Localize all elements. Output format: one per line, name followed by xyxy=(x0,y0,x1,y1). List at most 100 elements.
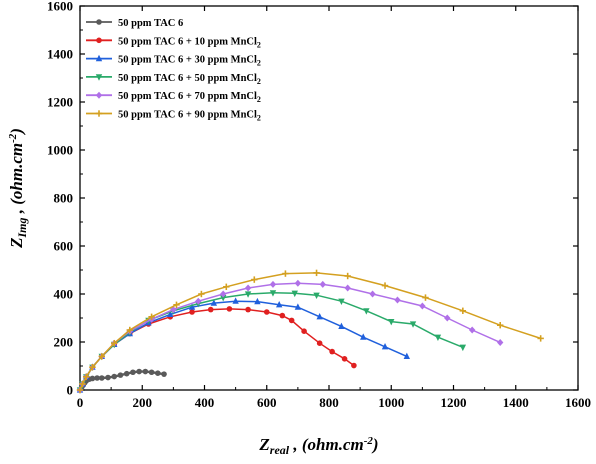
x-tick-label: 400 xyxy=(195,395,215,410)
data-point xyxy=(316,340,323,347)
data-point xyxy=(207,306,214,313)
data-point xyxy=(79,380,86,388)
data-point xyxy=(167,310,174,317)
data-point xyxy=(98,375,105,381)
legend-item-4: 50 ppm TAC 6 + 70 ppm MnCl2 xyxy=(86,91,261,104)
data-point xyxy=(276,301,283,308)
legend-swatch-marker xyxy=(95,110,103,117)
data-point xyxy=(537,335,544,342)
data-point xyxy=(381,343,389,350)
x-tick-label: 200 xyxy=(133,395,153,410)
y-axis-title: ZImg , (ohm.cm-2) xyxy=(7,128,29,249)
data-point xyxy=(148,313,155,320)
data-point xyxy=(459,307,467,314)
data-point xyxy=(422,294,429,301)
data-point xyxy=(94,375,100,381)
data-point xyxy=(76,386,84,394)
data-point xyxy=(344,272,351,280)
data-point xyxy=(279,312,286,319)
data-point xyxy=(282,270,289,277)
data-point xyxy=(338,322,345,329)
data-point xyxy=(161,371,167,377)
y-tick-label: 1400 xyxy=(47,47,73,62)
data-point xyxy=(301,328,307,335)
data-point xyxy=(294,279,302,287)
y-tick-label: 600 xyxy=(54,239,74,254)
legend-swatch-marker xyxy=(96,37,102,44)
data-point xyxy=(111,373,118,380)
data-point xyxy=(459,344,467,352)
x-tick-label: 1600 xyxy=(565,395,591,410)
data-point xyxy=(269,280,277,288)
data-point xyxy=(111,340,118,347)
x-axis-title: Zreal , (ohm.cm-2) xyxy=(258,435,378,457)
y-tick-label: 200 xyxy=(54,335,74,350)
data-point xyxy=(98,353,105,360)
data-point xyxy=(195,297,202,305)
series-5 xyxy=(76,269,544,394)
data-point xyxy=(126,326,133,334)
data-point xyxy=(313,292,320,299)
data-point xyxy=(388,319,395,326)
data-point xyxy=(245,306,251,313)
data-point xyxy=(468,326,476,334)
x-tick-label: 0 xyxy=(77,395,84,410)
data-point xyxy=(288,317,295,324)
x-tick-label: 800 xyxy=(319,395,339,410)
data-point xyxy=(360,333,367,340)
data-point xyxy=(219,290,227,298)
data-point xyxy=(496,338,504,346)
legend-item-3: 50 ppm TAC 6 + 50 ppm MnCl2 xyxy=(86,73,261,86)
y-tick-label: 400 xyxy=(54,287,74,302)
data-point xyxy=(291,290,298,298)
x-tick-label: 1200 xyxy=(441,395,467,410)
data-point xyxy=(338,298,345,305)
data-point xyxy=(316,313,323,320)
data-point xyxy=(105,374,111,381)
data-point xyxy=(210,299,218,306)
data-point xyxy=(244,291,252,298)
data-point xyxy=(381,282,389,289)
data-point xyxy=(189,309,195,315)
data-point xyxy=(294,303,302,310)
data-point xyxy=(313,269,320,277)
data-point xyxy=(341,356,348,362)
data-point xyxy=(409,321,417,328)
data-point xyxy=(155,370,161,377)
legend-label: 50 ppm TAC 6 + 90 ppm MnCl2 xyxy=(118,110,261,123)
x-tick-label: 600 xyxy=(257,395,277,410)
legend-label: 50 ppm TAC 6 + 10 ppm MnCl2 xyxy=(118,36,261,49)
legend-item-0: 50 ppm TAC 6 xyxy=(86,18,183,29)
x-tick-label: 1400 xyxy=(503,395,529,410)
x-tick-label: 1000 xyxy=(378,395,404,410)
data-point xyxy=(394,296,401,304)
y-tick-label: 800 xyxy=(54,191,74,206)
legend-label: 50 ppm TAC 6 + 70 ppm MnCl2 xyxy=(118,91,261,104)
data-point xyxy=(198,290,205,298)
series-line xyxy=(79,272,541,391)
data-point xyxy=(444,314,451,322)
data-point xyxy=(232,297,239,304)
legend-swatch-marker xyxy=(95,54,103,62)
y-tick-label: 1200 xyxy=(47,95,73,110)
data-point xyxy=(369,290,376,298)
legend-swatch-marker xyxy=(95,74,103,81)
legend-item-5: 50 ppm TAC 6 + 90 ppm MnCl2 xyxy=(86,110,261,123)
legend-item-2: 50 ppm TAC 6 + 30 ppm MnCl2 xyxy=(86,55,261,68)
data-point xyxy=(83,373,90,380)
data-point xyxy=(329,348,335,355)
data-point xyxy=(188,303,196,310)
y-tick-label: 1000 xyxy=(47,143,73,158)
data-point xyxy=(89,364,96,371)
data-point xyxy=(263,309,270,315)
data-point xyxy=(148,369,155,376)
data-point xyxy=(219,295,227,302)
data-point xyxy=(419,302,426,310)
data-point xyxy=(123,370,130,377)
data-point xyxy=(173,301,180,308)
data-point xyxy=(223,283,230,290)
legend-swatch-marker xyxy=(95,91,103,99)
data-point xyxy=(269,290,277,297)
